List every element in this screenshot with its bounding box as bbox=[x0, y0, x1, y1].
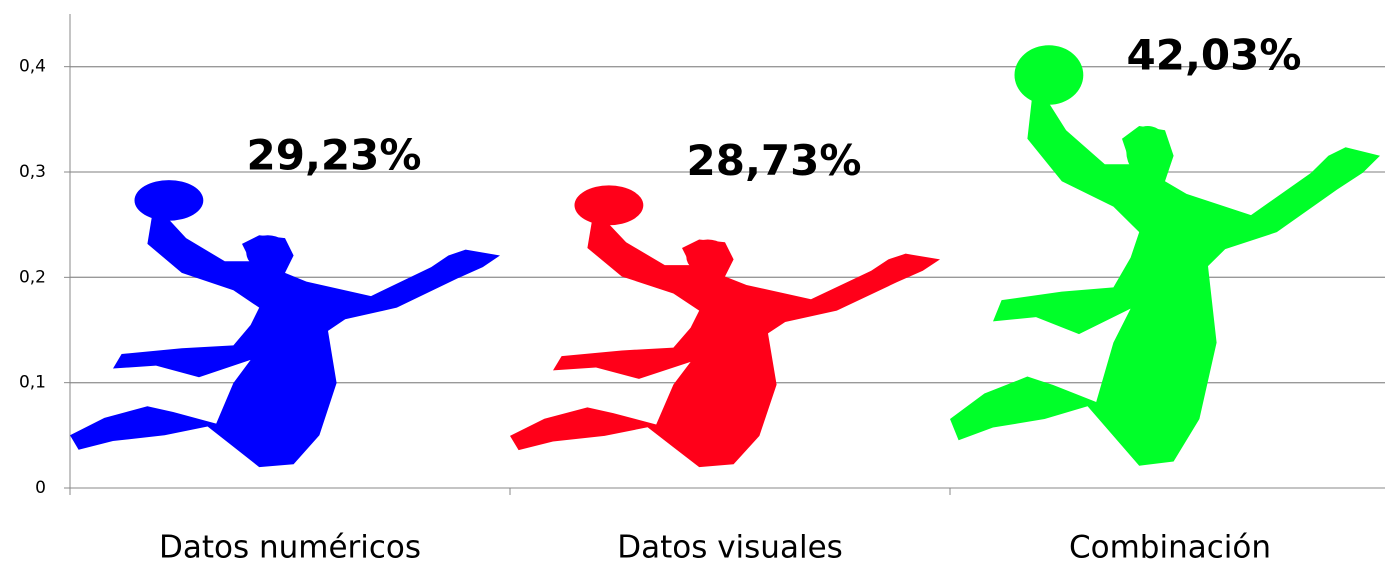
body bbox=[950, 96, 1380, 466]
y-tick-label: 0 bbox=[35, 478, 46, 498]
player-icon bbox=[70, 180, 501, 468]
y-tick-label: 0,1 bbox=[19, 373, 46, 393]
y-tick-label: 0,4 bbox=[19, 57, 46, 77]
ball bbox=[574, 185, 644, 226]
x-tick-label: Combinación bbox=[1069, 530, 1271, 566]
y-tick-label: 0,3 bbox=[19, 162, 46, 182]
x-tick-label: Datos visuales bbox=[617, 530, 843, 566]
value-label: 28,73% bbox=[687, 136, 862, 185]
value-label: 42,03% bbox=[1127, 31, 1302, 80]
player-icon bbox=[950, 45, 1380, 466]
x-tick-label: Datos numéricos bbox=[159, 530, 421, 566]
body bbox=[510, 219, 940, 468]
y-tick-label: 0,2 bbox=[19, 267, 46, 287]
player-icon bbox=[510, 185, 940, 468]
ball bbox=[134, 180, 204, 221]
body bbox=[70, 214, 501, 468]
value-label: 29,23% bbox=[247, 131, 422, 180]
ball bbox=[1014, 45, 1084, 105]
